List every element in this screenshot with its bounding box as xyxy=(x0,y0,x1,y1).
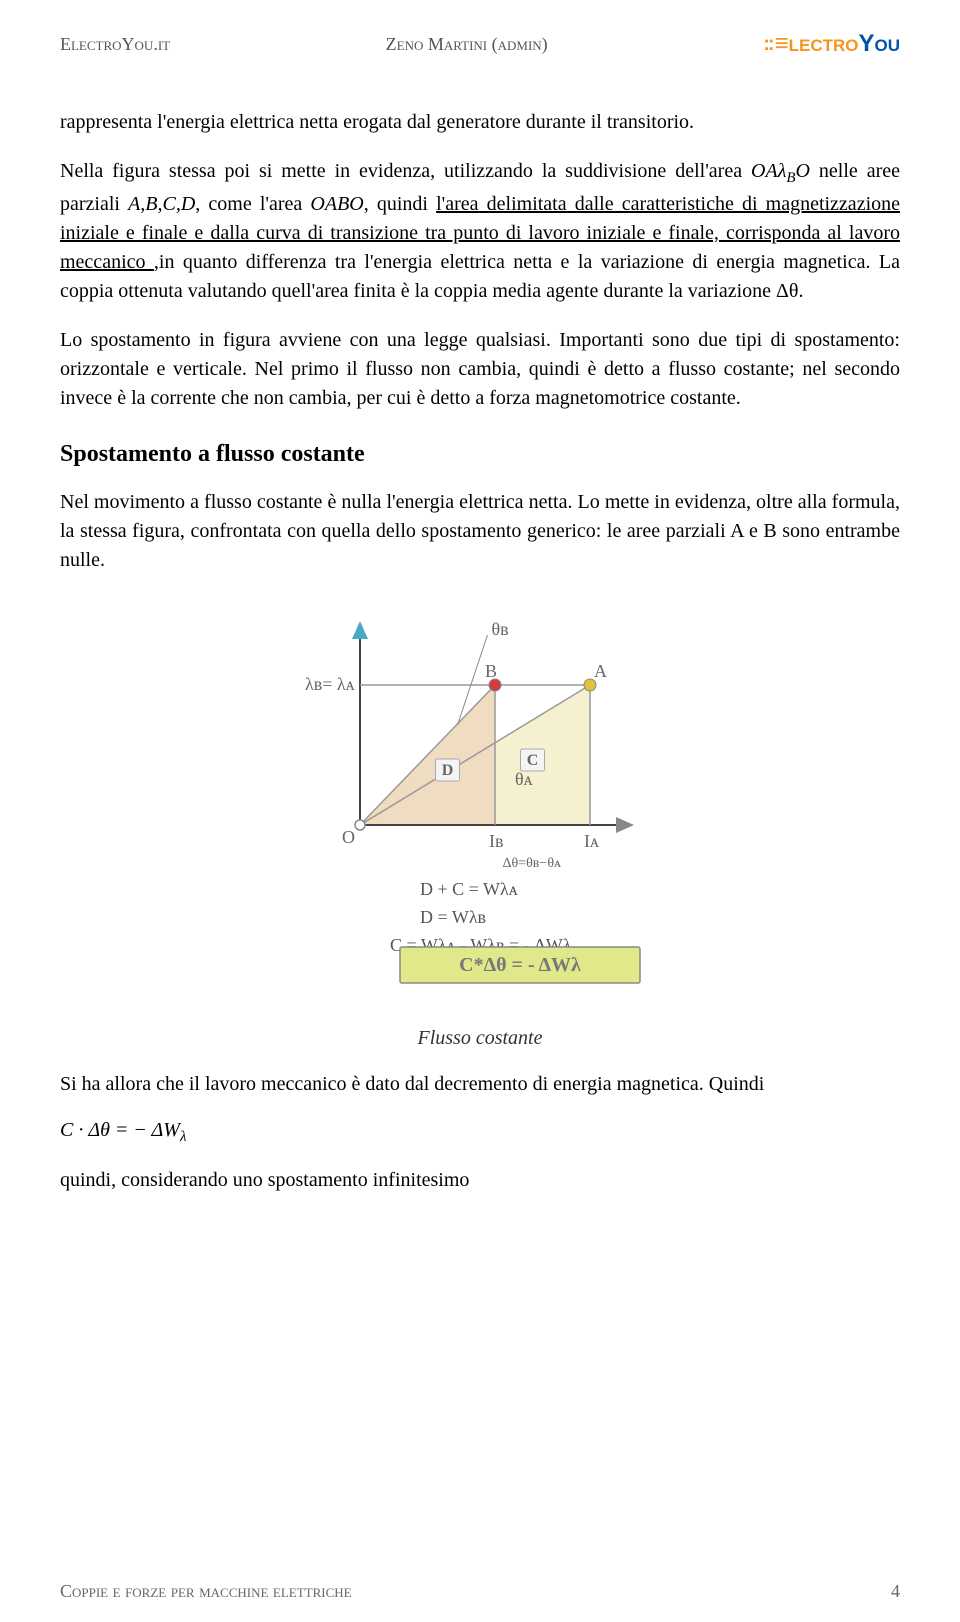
figure-caption: Flusso costante xyxy=(60,1027,900,1050)
svg-text:θᴀ: θᴀ xyxy=(515,769,534,789)
p2-f: A,B,C,D xyxy=(128,193,195,215)
p2-d: O xyxy=(796,160,810,182)
footer-title: Coppie e forze per macchine elettriche xyxy=(60,1581,352,1602)
p2-i: , quindi xyxy=(364,193,436,215)
svg-text:A: A xyxy=(594,661,607,681)
svg-text:D: D xyxy=(442,762,454,779)
paragraph-infinitesimal: quindi, considerando uno spostamento inf… xyxy=(60,1166,900,1195)
page-footer: Coppie e forze per macchine elettriche 4 xyxy=(60,1581,900,1602)
p2-b: OAλ xyxy=(751,160,786,182)
logo-text-electro: ≡lectro xyxy=(775,30,859,58)
p2-a: Nella figura stessa poi si mette in evid… xyxy=(60,160,751,182)
diagram-figure: θʙ θᴀ A B Oλʙ= λᴀ Iʙ Iᴀ Δθ=θʙ−θᴀ D C D + C = Wλᴀ D … xyxy=(60,595,900,1015)
p2-h: OABO xyxy=(310,193,363,215)
paragraph-mechanical-work: Si ha allora che il lavoro meccanico è d… xyxy=(60,1070,900,1099)
svg-text:B: B xyxy=(485,661,497,681)
paragraph-intro: rappresenta l'energia elettrica netta er… xyxy=(60,108,900,137)
equation-main: C · Δθ = − ΔWλ xyxy=(60,1119,900,1146)
page-header: ElectroYou.it Zeno Martini (admin) :: ≡l… xyxy=(60,30,900,58)
logo-text-you: You xyxy=(858,30,900,58)
p2-k: ,in quanto differenza tra l'energia elet… xyxy=(60,251,900,302)
site-name: ElectroYou.it xyxy=(60,34,170,55)
p2-c: B xyxy=(786,170,795,186)
p2-g: , come l'area xyxy=(195,193,310,215)
paragraph-area: Nella figura stessa poi si mette in evid… xyxy=(60,157,900,306)
svg-text:D = Wλʙ: D = Wλʙ xyxy=(420,907,486,927)
svg-text:C*Δθ = - ΔWλ: C*Δθ = - ΔWλ xyxy=(459,954,581,976)
svg-text:Δθ=θʙ−θᴀ: Δθ=θʙ−θᴀ xyxy=(503,856,563,871)
svg-text:λʙ= λᴀ: λʙ= λᴀ xyxy=(305,674,356,694)
svg-text:Iᴀ: Iᴀ xyxy=(584,831,600,851)
paragraph-displacement: Lo spostamento in figura avviene con una… xyxy=(60,326,900,413)
svg-text:θʙ: θʙ xyxy=(492,619,509,639)
flux-diagram-svg: θʙ θᴀ A B Oλʙ= λᴀ Iʙ Iᴀ Δθ=θʙ−θᴀ D C D + C = Wλᴀ D … xyxy=(300,595,660,1015)
section-heading: Spostamento a flusso costante xyxy=(60,441,900,468)
svg-text:O: O xyxy=(342,827,355,847)
site-logo: :: ≡lectroYou xyxy=(763,30,900,58)
eq-subscript: λ xyxy=(180,1129,187,1145)
paragraph-constant-flux: Nel movimento a flusso costante è nulla … xyxy=(60,488,900,575)
page-author: Zeno Martini (admin) xyxy=(170,34,763,55)
page-number: 4 xyxy=(891,1581,900,1602)
svg-text:Iʙ: Iʙ xyxy=(489,831,504,851)
svg-text:D + C = Wλᴀ: D + C = Wλᴀ xyxy=(420,879,519,899)
logo-dots-icon: :: xyxy=(763,34,772,54)
svg-text:C: C xyxy=(527,752,539,769)
